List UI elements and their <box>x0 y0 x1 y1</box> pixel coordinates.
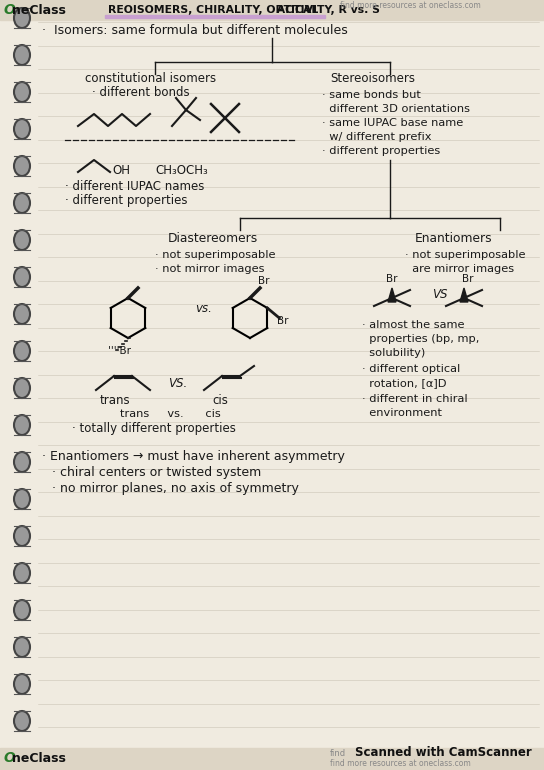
Text: REOISOMERS, CHIRALITY, OPTICAL: REOISOMERS, CHIRALITY, OPTICAL <box>108 5 318 15</box>
Text: ·  Isomers: same formula but different molecules: · Isomers: same formula but different mo… <box>42 24 348 37</box>
Text: trans: trans <box>100 394 131 407</box>
Bar <box>0 0 544 20</box>
Text: solubility): solubility) <box>362 348 425 358</box>
Polygon shape <box>460 288 468 302</box>
Text: · different properties: · different properties <box>65 194 188 207</box>
Text: · different bonds: · different bonds <box>92 86 190 99</box>
Text: · different in chiral: · different in chiral <box>362 394 468 404</box>
Bar <box>0 748 544 770</box>
Text: O: O <box>4 3 16 17</box>
Ellipse shape <box>14 304 30 324</box>
Text: Diastereomers: Diastereomers <box>168 232 258 245</box>
Text: constitutional isomers: constitutional isomers <box>85 72 216 85</box>
Text: find more resources at oneclass.com: find more resources at oneclass.com <box>340 1 481 10</box>
Text: Br: Br <box>386 274 398 284</box>
Ellipse shape <box>14 267 30 287</box>
Text: OH: OH <box>112 164 130 177</box>
Text: CH₃OCH₃: CH₃OCH₃ <box>155 164 208 177</box>
Text: trans     vs.      cis: trans vs. cis <box>120 409 221 419</box>
Ellipse shape <box>14 82 30 102</box>
Ellipse shape <box>14 600 30 620</box>
Text: environment: environment <box>362 408 442 418</box>
Text: neClass: neClass <box>12 4 66 17</box>
Ellipse shape <box>14 193 30 213</box>
Text: · same IUPAC base name: · same IUPAC base name <box>322 118 463 128</box>
Text: Br: Br <box>277 316 289 326</box>
Ellipse shape <box>14 230 30 250</box>
Text: · almost the same: · almost the same <box>362 320 465 330</box>
Text: O: O <box>4 751 16 765</box>
Text: · not superimposable: · not superimposable <box>405 250 526 260</box>
Text: w/ different prefix: w/ different prefix <box>322 132 431 142</box>
Text: Stereoisomers: Stereoisomers <box>330 72 415 85</box>
Ellipse shape <box>14 526 30 546</box>
Text: · different optical: · different optical <box>362 364 460 374</box>
Text: properties (bp, mp,: properties (bp, mp, <box>362 334 479 344</box>
Text: · chiral centers or twisted system: · chiral centers or twisted system <box>52 466 261 479</box>
Text: · totally different properties: · totally different properties <box>72 422 236 435</box>
Ellipse shape <box>14 156 30 176</box>
Ellipse shape <box>14 415 30 435</box>
Text: VS: VS <box>432 288 448 301</box>
Ellipse shape <box>14 711 30 731</box>
Ellipse shape <box>14 119 30 139</box>
Text: vs.: vs. <box>195 302 212 315</box>
Ellipse shape <box>14 8 30 28</box>
Ellipse shape <box>14 674 30 694</box>
Text: · no mirror planes, no axis of symmetry: · no mirror planes, no axis of symmetry <box>52 482 299 495</box>
Ellipse shape <box>14 378 30 398</box>
Text: find more resources at oneclass.com: find more resources at oneclass.com <box>330 759 471 768</box>
Ellipse shape <box>14 341 30 361</box>
Text: neClass: neClass <box>12 752 66 765</box>
Text: cis: cis <box>212 394 228 407</box>
Text: ''''Br: ''''Br <box>108 346 131 356</box>
Text: VS.: VS. <box>168 377 187 390</box>
Text: ACTIVITY, R vs. S: ACTIVITY, R vs. S <box>108 5 380 15</box>
Text: · different IUPAC names: · different IUPAC names <box>65 180 205 193</box>
Ellipse shape <box>14 45 30 65</box>
Ellipse shape <box>14 489 30 509</box>
Text: · same bonds but: · same bonds but <box>322 90 421 100</box>
Text: find: find <box>330 749 346 758</box>
Ellipse shape <box>14 637 30 657</box>
Polygon shape <box>388 288 396 302</box>
Text: · not mirror images: · not mirror images <box>155 264 264 274</box>
Ellipse shape <box>14 563 30 583</box>
Text: Scanned with CamScanner: Scanned with CamScanner <box>355 746 531 759</box>
Bar <box>105 15 325 18</box>
Text: are mirror images: are mirror images <box>405 264 514 274</box>
Text: · different properties: · different properties <box>322 146 440 156</box>
Ellipse shape <box>14 452 30 472</box>
Text: rotation, [α]D: rotation, [α]D <box>362 378 447 388</box>
Text: Enantiomers: Enantiomers <box>415 232 493 245</box>
Text: different 3D orientations: different 3D orientations <box>322 104 470 114</box>
Text: · Enantiomers → must have inherent asymmetry: · Enantiomers → must have inherent asymm… <box>42 450 345 463</box>
Text: Br: Br <box>258 276 269 286</box>
Text: Br: Br <box>462 274 473 284</box>
Text: · not superimposable: · not superimposable <box>155 250 275 260</box>
